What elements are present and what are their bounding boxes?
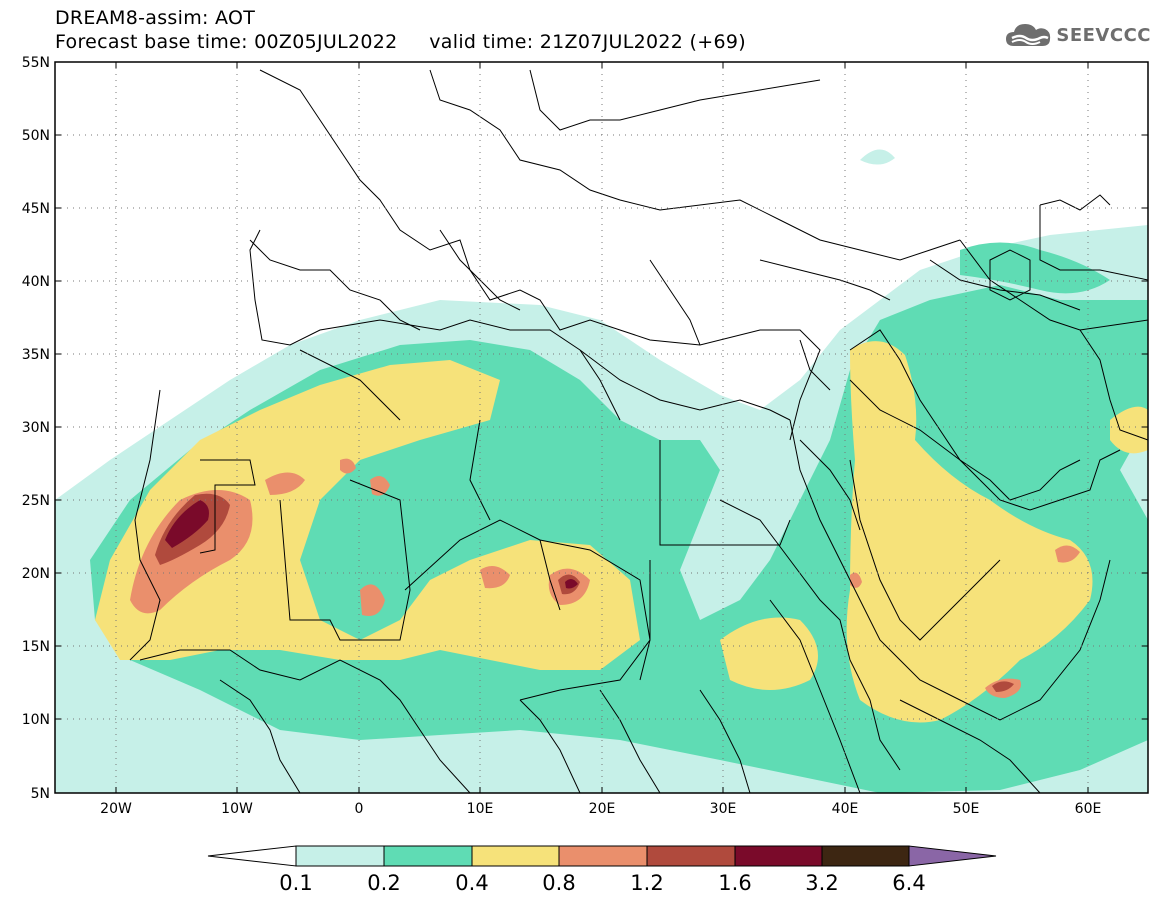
colorbar-label-0-4: 0.4 [455, 871, 488, 895]
tick-marks [55, 62, 1148, 793]
lat-label-55n: 55N [22, 55, 50, 71]
lon-label-0: 0 [355, 801, 364, 817]
lat-label-35n: 35N [22, 347, 50, 363]
colorbar-label-1-6: 1.6 [718, 871, 751, 895]
aot-layer-0-4 [95, 341, 1148, 723]
colorbar-label-3-2: 3.2 [805, 871, 838, 895]
map-subtitle: Forecast base time: 00Z05JUL2022 valid t… [55, 31, 746, 53]
lon-label-20e: 20E [589, 801, 616, 817]
colorbar-high-arrow [908, 845, 997, 867]
lon-label-10w: 10W [221, 801, 253, 817]
colorbar-label-0-8: 0.8 [542, 871, 575, 895]
coastlines [129, 229, 1111, 721]
map-plot-area [55, 62, 1148, 793]
lat-label-50n: 50N [22, 128, 50, 144]
aot-layer-1-6 [165, 500, 578, 589]
colorbar-swatch-0-8 [558, 845, 648, 867]
lat-label-15n: 15N [22, 639, 50, 655]
lat-label-45n: 45N [22, 201, 50, 217]
colorbar-swatch-0-4 [471, 845, 560, 867]
map-title: DREAM8-assim: AOT [55, 7, 256, 29]
colorbar-label-1-2: 1.2 [630, 871, 663, 895]
lat-label-10n: 10N [22, 712, 50, 728]
lon-label-40e: 40E [832, 801, 859, 817]
lon-label-20w: 20W [100, 801, 132, 817]
lon-label-60e: 60E [1075, 801, 1102, 817]
lon-label-50e: 50E [953, 801, 980, 817]
cloud-logo-icon [1006, 24, 1051, 46]
lat-label-40n: 40N [22, 274, 50, 290]
country-borders [139, 69, 1148, 793]
lon-label-10e: 10E [467, 801, 494, 817]
colorbar-swatch-3-2 [821, 845, 910, 867]
colorbar-swatch-0-2 [383, 845, 473, 867]
lat-labels: 55N 50N 45N 40N 35N 30N 25N 20N 15N 10N … [22, 55, 50, 802]
colorbar-swatch-1-2 [646, 845, 736, 867]
colorbar-swatch-1-6 [734, 845, 823, 867]
colorbar-labels: 0.1 0.2 0.4 0.8 1.2 1.6 3.2 6.4 [279, 871, 925, 895]
colorbar-swatch-0-1 [295, 845, 385, 867]
lat-label-25n: 25N [22, 493, 50, 509]
logo-text: SEEVCCC [1056, 24, 1151, 46]
colorbar-low-arrow [207, 845, 297, 867]
seevccc-logo: SEEVCCC [1004, 20, 1151, 50]
dotted-grid [55, 62, 1148, 793]
lat-label-20n: 20N [22, 566, 50, 582]
colorbar [207, 845, 997, 867]
lon-labels: 20W 10W 0 10E 20E 30E 40E 50E 60E [100, 801, 1101, 817]
title-block: DREAM8-assim: AOT Forecast base time: 00… [55, 6, 746, 54]
lat-label-30n: 30N [22, 420, 50, 436]
colorbar-label-0-1: 0.1 [279, 871, 312, 895]
colorbar-label-0-2: 0.2 [367, 871, 400, 895]
lon-label-30e: 30E [710, 801, 737, 817]
lat-label-5n: 5N [31, 786, 50, 802]
colorbar-label-6-4: 6.4 [892, 871, 925, 895]
